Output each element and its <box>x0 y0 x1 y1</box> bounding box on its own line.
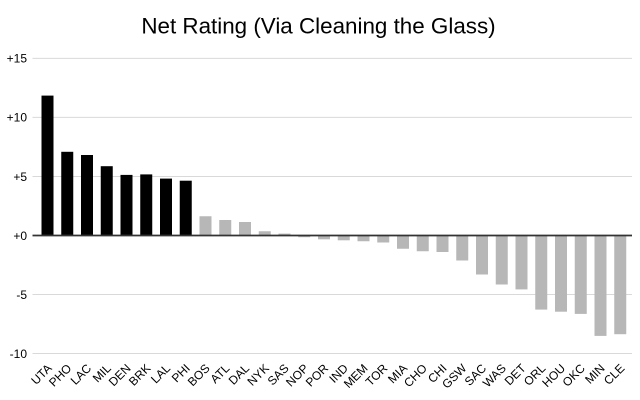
svg-text:+5: +5 <box>13 170 27 184</box>
svg-text:+10: +10 <box>7 111 28 125</box>
svg-text:Net Rating (Via Cleaning the G: Net Rating (Via Cleaning the Glass) <box>141 14 495 39</box>
svg-text:-10: -10 <box>10 347 28 361</box>
svg-text:-5: -5 <box>16 288 27 302</box>
svg-text:+0: +0 <box>13 229 27 243</box>
svg-text:+15: +15 <box>7 52 28 66</box>
